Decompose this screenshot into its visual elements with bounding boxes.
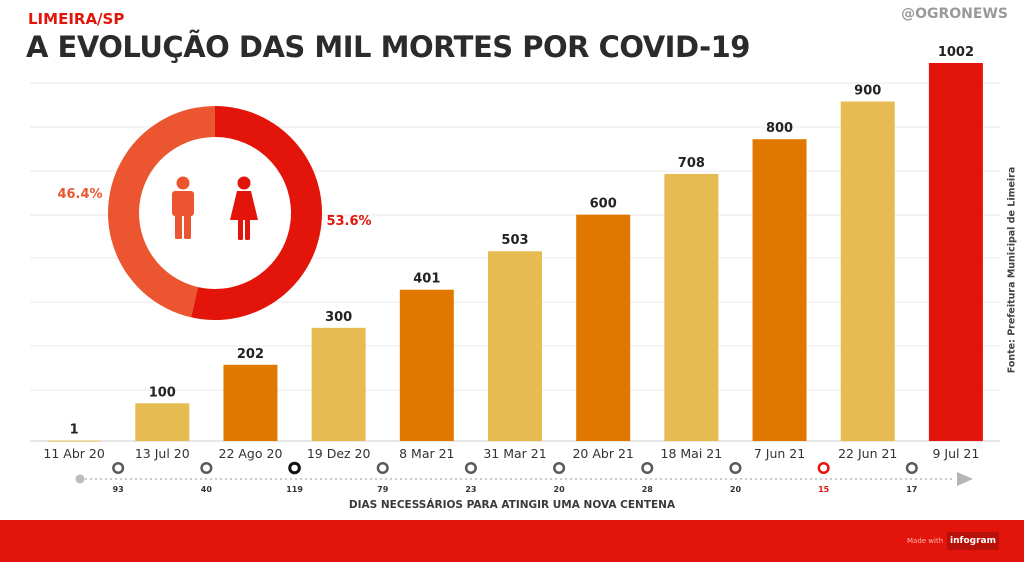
footer-bar xyxy=(0,520,1024,562)
timeline-marker xyxy=(288,461,301,475)
timeline-value: 15 xyxy=(818,485,830,494)
value-label: 1 xyxy=(70,423,79,438)
value-label: 708 xyxy=(678,156,705,171)
timeline-start-dot xyxy=(75,474,85,484)
category-label: 7 Jun 21 xyxy=(754,446,805,461)
timeline-value: 28 xyxy=(642,485,654,494)
bar xyxy=(135,403,190,441)
timeline-value: 17 xyxy=(906,485,917,494)
timeline-value: 20 xyxy=(554,485,566,494)
bar xyxy=(840,101,895,442)
timeline-marker xyxy=(817,461,830,475)
timeline-marker xyxy=(112,461,125,475)
bar xyxy=(576,214,631,441)
bar xyxy=(47,440,102,442)
donut-slice xyxy=(191,106,322,321)
category-label: 19 Dez 20 xyxy=(307,446,371,461)
bar xyxy=(664,173,719,441)
category-label: 22 Jun 21 xyxy=(838,446,897,461)
category-label: 13 Jul 20 xyxy=(135,446,190,461)
timeline-value: 20 xyxy=(730,485,742,494)
value-label: 300 xyxy=(325,310,352,325)
donut-hole xyxy=(140,138,290,288)
donut-label: 46.4% xyxy=(57,187,102,202)
bar xyxy=(223,364,278,441)
category-label: 18 Mai 21 xyxy=(661,446,723,461)
timeline-marker xyxy=(905,461,918,475)
value-label: 503 xyxy=(501,233,528,248)
chart-title: A EVOLUÇÃO DAS MIL MORTES POR COVID-19 xyxy=(26,30,750,64)
timeline-marker xyxy=(376,461,389,475)
bar xyxy=(752,139,807,441)
category-label: 9 Jul 21 xyxy=(932,446,979,461)
bar-chart: 1 11 Abr 20 100 13 Jul 20 202 22 Ago 20 300 19 … xyxy=(30,45,1000,494)
bar xyxy=(399,289,454,441)
donut-label: 53.6% xyxy=(326,214,371,229)
location-label: LIMEIRA/SP xyxy=(28,10,125,28)
timeline-marker xyxy=(553,461,566,475)
timeline-value: 119 xyxy=(286,485,303,494)
social-handle[interactable]: @OGRONEWS xyxy=(901,6,1008,22)
category-label: 20 Abr 21 xyxy=(572,446,633,461)
value-label: 401 xyxy=(413,272,440,287)
bar xyxy=(928,63,983,441)
donut-slice xyxy=(107,106,215,318)
timeline-label: DIAS NECESSÁRIOS PARA ATINGIR UMA NOVA C… xyxy=(348,499,676,511)
bar xyxy=(311,327,366,441)
value-label: 100 xyxy=(149,385,176,400)
infogram-logo[interactable]: infogram xyxy=(947,532,999,550)
timeline-value: 93 xyxy=(113,485,124,494)
category-label: 8 Mar 21 xyxy=(399,446,454,461)
timeline-marker xyxy=(729,461,742,475)
timeline-marker xyxy=(641,461,654,475)
timeline-value: 79 xyxy=(377,485,389,494)
male-person-icon xyxy=(172,176,194,239)
timeline-marker xyxy=(464,461,477,475)
timeline-arrow xyxy=(957,472,973,486)
value-label: 800 xyxy=(766,121,793,136)
bar xyxy=(488,251,542,441)
value-label: 600 xyxy=(590,197,617,212)
value-label: 202 xyxy=(237,347,264,362)
timeline-marker xyxy=(200,461,213,475)
value-label: 1002 xyxy=(938,45,974,60)
timeline-value: 40 xyxy=(201,485,213,494)
value-label: 900 xyxy=(854,83,881,98)
category-label: 31 Mar 21 xyxy=(483,446,546,461)
timeline-value: 23 xyxy=(465,485,476,494)
made-with-label: Made with xyxy=(907,537,944,545)
category-label: 22 Ago 20 xyxy=(219,446,283,461)
female-person-icon xyxy=(230,176,258,240)
category-label: 11 Abr 20 xyxy=(43,446,104,461)
